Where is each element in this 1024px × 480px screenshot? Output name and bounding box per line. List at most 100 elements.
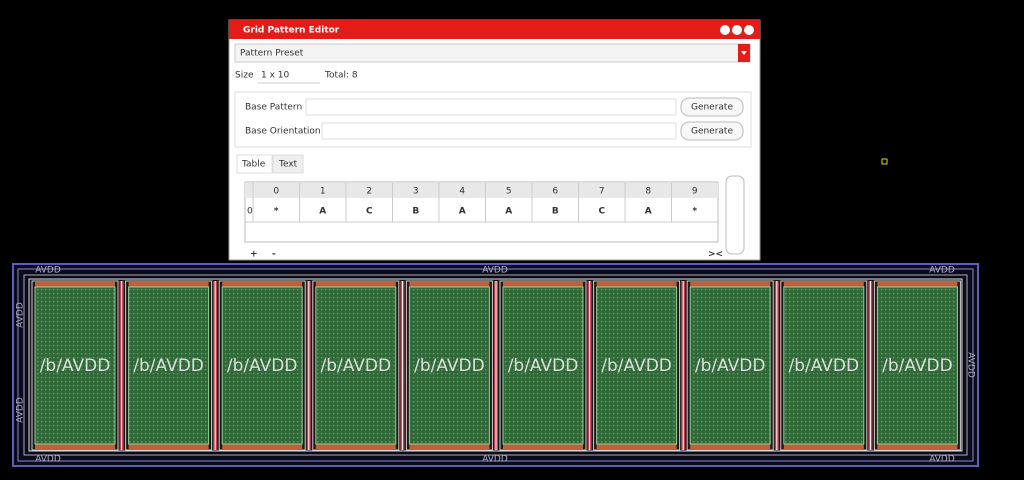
collapse-button[interactable]: >< — [708, 250, 723, 260]
power-strip — [596, 281, 677, 287]
middle-ring — [17, 268, 974, 462]
cell — [689, 286, 771, 445]
column-header: 3 — [413, 187, 419, 197]
side-buttons[interactable] — [725, 175, 745, 255]
power-strip — [877, 444, 958, 450]
inner-ring — [23, 274, 968, 456]
power-strip — [783, 444, 864, 450]
power-strip — [503, 444, 583, 450]
power-strip — [690, 281, 771, 287]
dialog-title: Grid Pattern Editor — [243, 26, 340, 36]
cell — [596, 286, 678, 445]
arrow-icon — [741, 51, 747, 55]
power-strip — [128, 281, 209, 287]
size-value: 1 x 10 — [261, 71, 290, 81]
field-label: Base Pattern — [245, 103, 302, 113]
power-strip — [35, 281, 115, 287]
generate-button[interactable] — [680, 97, 744, 117]
column-header: 6 — [552, 187, 558, 197]
close-button[interactable] — [744, 25, 754, 35]
cell — [408, 286, 490, 445]
preset-dropdown[interactable] — [234, 43, 751, 63]
ring-label: AVDD — [35, 266, 61, 276]
column-header: 2 — [366, 187, 372, 197]
cell-label: /b/AVDD — [508, 356, 579, 376]
power-strip — [315, 281, 396, 287]
add-row[interactable]: + — [250, 250, 258, 260]
power-strip — [315, 444, 396, 450]
tab[interactable] — [272, 154, 304, 174]
title-bar — [229, 20, 760, 39]
field-label: Base Orientation — [245, 127, 321, 137]
help-button[interactable] — [720, 25, 730, 35]
row-index: 0 — [247, 207, 253, 217]
table-cell[interactable]: * — [274, 207, 279, 217]
power-strip — [409, 281, 490, 287]
cell — [502, 286, 584, 445]
table-cell[interactable]: B — [412, 207, 419, 217]
tab-label: Text — [278, 160, 298, 170]
ring-label: AVDD — [966, 352, 976, 378]
ring-label: AVDD — [16, 302, 26, 328]
power-strip — [877, 281, 958, 287]
cell-label: /b/AVDD — [40, 356, 111, 376]
ring-label: AVDD — [482, 266, 508, 276]
column-header: 5 — [506, 187, 512, 197]
ring-label: AVDD — [929, 455, 955, 465]
table-cell[interactable]: A — [459, 207, 466, 217]
ring-label: AVDD — [35, 455, 61, 465]
tab-active[interactable] — [236, 154, 273, 174]
cell — [128, 286, 210, 445]
power-strip — [409, 444, 490, 450]
ring-label: AVDD — [16, 397, 26, 423]
cell-label: /b/AVDD — [601, 356, 672, 376]
cell — [876, 286, 958, 445]
power-strip — [690, 444, 771, 450]
power-strip — [503, 281, 583, 287]
power-strip — [596, 444, 677, 450]
column-header: 4 — [459, 187, 465, 197]
cell — [315, 286, 397, 445]
power-strip — [222, 281, 303, 287]
table-cell[interactable]: C — [598, 207, 605, 217]
text-input[interactable] — [321, 122, 677, 140]
table-cell[interactable]: A — [319, 207, 326, 217]
generate-button[interactable] — [680, 121, 744, 141]
power-strip — [222, 444, 303, 450]
button-label: Generate — [691, 103, 733, 113]
remove-row[interactable]: - — [272, 250, 276, 260]
power-strip — [35, 444, 115, 450]
table-cell[interactable]: A — [645, 207, 652, 217]
table-cell[interactable]: B — [552, 207, 559, 217]
column-header: 8 — [645, 187, 651, 197]
power-strip — [128, 444, 209, 450]
cell-label: /b/AVDD — [133, 356, 204, 376]
ring-label: AVDD — [929, 266, 955, 276]
column-header: 1 — [320, 187, 326, 197]
cell-label: /b/AVDD — [695, 356, 766, 376]
power-strip — [783, 281, 864, 287]
marker — [881, 158, 888, 165]
cell-label: /b/AVDD — [227, 356, 298, 376]
size-label: Size — [235, 71, 254, 81]
table-cell[interactable]: * — [692, 207, 697, 217]
column-header: 9 — [692, 187, 698, 197]
restore-button[interactable] — [732, 25, 742, 35]
table-cell[interactable]: A — [505, 207, 512, 217]
preset-text: Pattern Preset — [240, 49, 304, 59]
cell — [783, 286, 865, 445]
cell-label: /b/AVDD — [788, 356, 859, 376]
table-cell[interactable]: C — [366, 207, 373, 217]
total-text: Total: 8 — [324, 71, 358, 81]
cell — [221, 286, 303, 445]
ring-label: AVDD — [482, 455, 508, 465]
cell-label: /b/AVDD — [882, 356, 953, 376]
cell-label: /b/AVDD — [414, 356, 485, 376]
button-label: Generate — [691, 127, 733, 137]
column-header: 0 — [273, 187, 279, 197]
tab-label: Table — [241, 160, 266, 170]
column-header: 7 — [599, 187, 605, 197]
text-input[interactable] — [305, 98, 677, 116]
table-header — [245, 183, 718, 198]
